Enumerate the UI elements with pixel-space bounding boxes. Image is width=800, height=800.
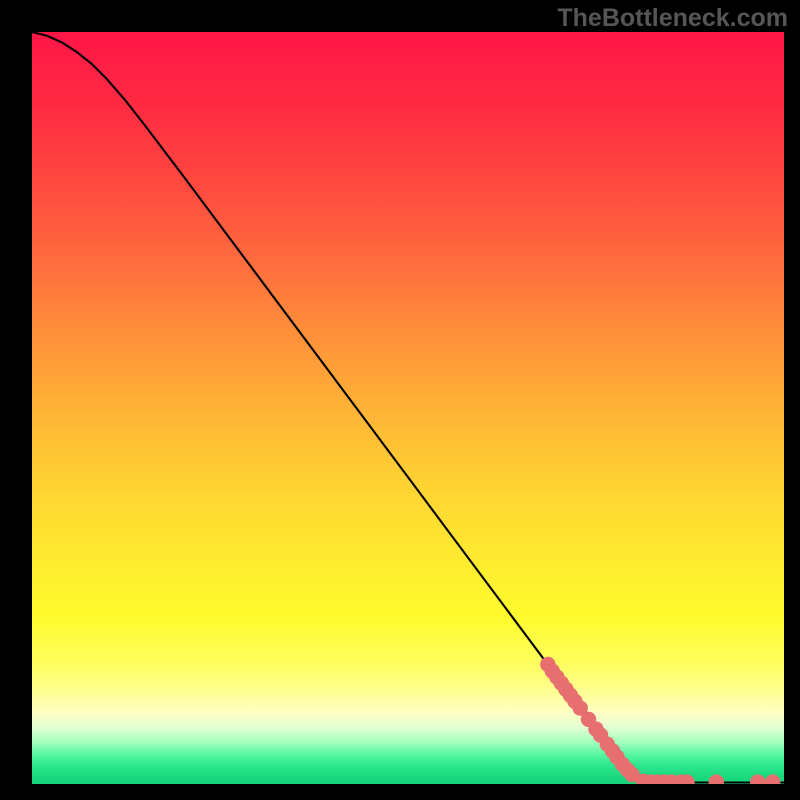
plot-area xyxy=(32,32,784,784)
watermark-label: TheBottleneck.com xyxy=(557,4,788,33)
chart-svg xyxy=(32,32,784,784)
chart-frame: TheBottleneck.com xyxy=(0,0,800,800)
gradient-background xyxy=(32,32,784,784)
